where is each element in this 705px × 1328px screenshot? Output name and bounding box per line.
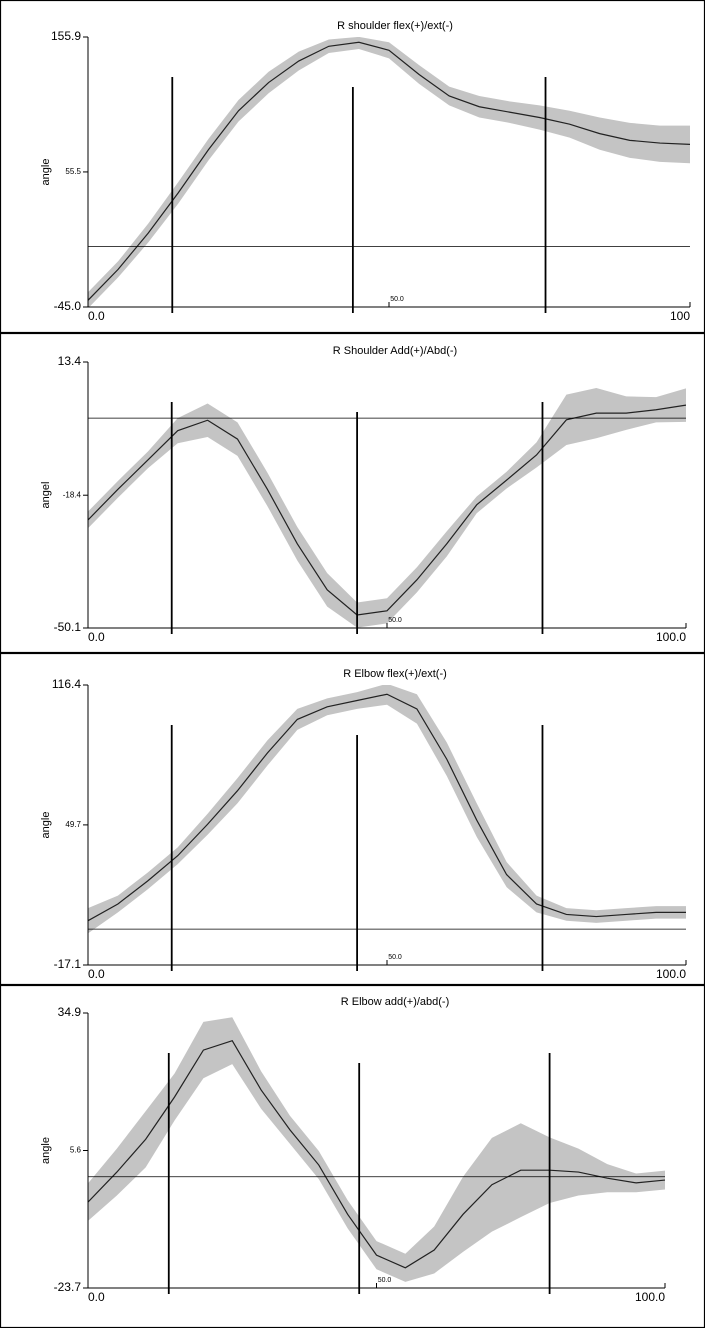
x-tick-label: 100.0 xyxy=(635,1290,665,1304)
y-tick-label: -23.7 xyxy=(54,1280,82,1294)
y-axis-label: angle xyxy=(40,159,52,186)
x-tick-label: 100 xyxy=(670,309,690,323)
y-tick-label: 49.7 xyxy=(65,820,81,829)
x-tick-label: 100.0 xyxy=(656,967,686,981)
y-axis-label: angle xyxy=(40,812,52,839)
confidence-band xyxy=(88,388,686,628)
chart-stack: R shoulder flex(+)/ext(-) angle -45.0 55.5 1… xyxy=(0,0,705,1328)
plot-area xyxy=(88,388,686,628)
y-tick-label: 155.9 xyxy=(51,29,81,43)
y-tick-label: -45.0 xyxy=(54,299,82,313)
y-tick-label: 34.9 xyxy=(58,1005,82,1019)
plot-area xyxy=(88,1017,665,1282)
y-axis-label: angle xyxy=(40,1137,52,1164)
confidence-band xyxy=(88,37,690,308)
y-tick-label: 116.4 xyxy=(52,677,81,691)
x-tick-label: 0.0 xyxy=(88,1290,105,1304)
x-tick-label: 50.0 xyxy=(390,296,404,303)
chart-panel: R Shoulder Add(+)/Abd(-) angel -50.1 -18.4 1… xyxy=(1,334,705,653)
chart-panel: R shoulder flex(+)/ext(-) angle -45.0 55.5 1… xyxy=(1,1,705,333)
x-tick-label: 50.0 xyxy=(388,954,402,961)
plot-area xyxy=(88,684,686,934)
chart-title: R Elbow add(+)/abd(-) xyxy=(341,996,450,1008)
mean-line xyxy=(88,42,690,300)
x-tick-label: 50.0 xyxy=(388,617,402,624)
x-tick-label: 0.0 xyxy=(88,967,105,981)
y-tick-label: 13.4 xyxy=(58,354,82,368)
y-tick-label: -17.1 xyxy=(54,957,82,971)
chart-title: R Elbow flex(+)/ext(-) xyxy=(343,668,447,680)
x-tick-label: 0.0 xyxy=(88,309,105,323)
x-tick-label: 100.0 xyxy=(656,630,686,644)
chart-title: R shoulder flex(+)/ext(-) xyxy=(337,20,453,32)
plot-area xyxy=(88,37,690,308)
panel-border xyxy=(1,986,705,1328)
chart-title: R Shoulder Add(+)/Abd(-) xyxy=(333,345,457,357)
confidence-band xyxy=(88,684,686,934)
x-tick-label: 0.0 xyxy=(88,630,105,644)
y-tick-label: 5.6 xyxy=(70,1146,82,1155)
y-tick-label: -18.4 xyxy=(63,490,82,499)
x-tick-label: 50.0 xyxy=(378,1277,392,1284)
chart-panel: R Elbow flex(+)/ext(-) angle -17.1 49.7 116.… xyxy=(1,654,705,985)
y-axis-label: angel xyxy=(40,482,52,509)
mean-line xyxy=(88,694,686,921)
chart-panel: R Elbow add(+)/abd(-) angle -23.7 5.6 34.9 0.… xyxy=(1,986,705,1328)
confidence-band xyxy=(88,1017,665,1282)
y-tick-label: -50.1 xyxy=(54,620,82,634)
y-tick-label: 55.5 xyxy=(65,167,81,176)
